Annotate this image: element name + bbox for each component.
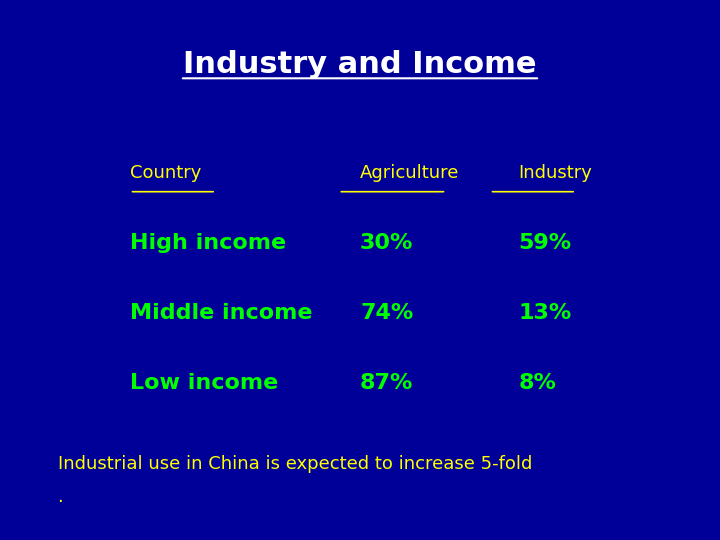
Text: Agriculture: Agriculture [360,164,459,182]
Text: Low income: Low income [130,373,278,394]
Text: 59%: 59% [518,233,572,253]
Text: Country: Country [130,164,201,182]
Text: .: . [58,488,63,506]
Text: 74%: 74% [360,303,413,323]
Text: 13%: 13% [518,303,572,323]
Text: 30%: 30% [360,233,413,253]
Text: Industry: Industry [518,164,593,182]
Text: Industry and Income: Industry and Income [184,50,536,79]
Text: Middle income: Middle income [130,303,312,323]
Text: 87%: 87% [360,373,413,394]
Text: High income: High income [130,233,286,253]
Text: Industrial use in China is expected to increase 5-fold: Industrial use in China is expected to i… [58,455,532,474]
Text: 8%: 8% [518,373,557,394]
